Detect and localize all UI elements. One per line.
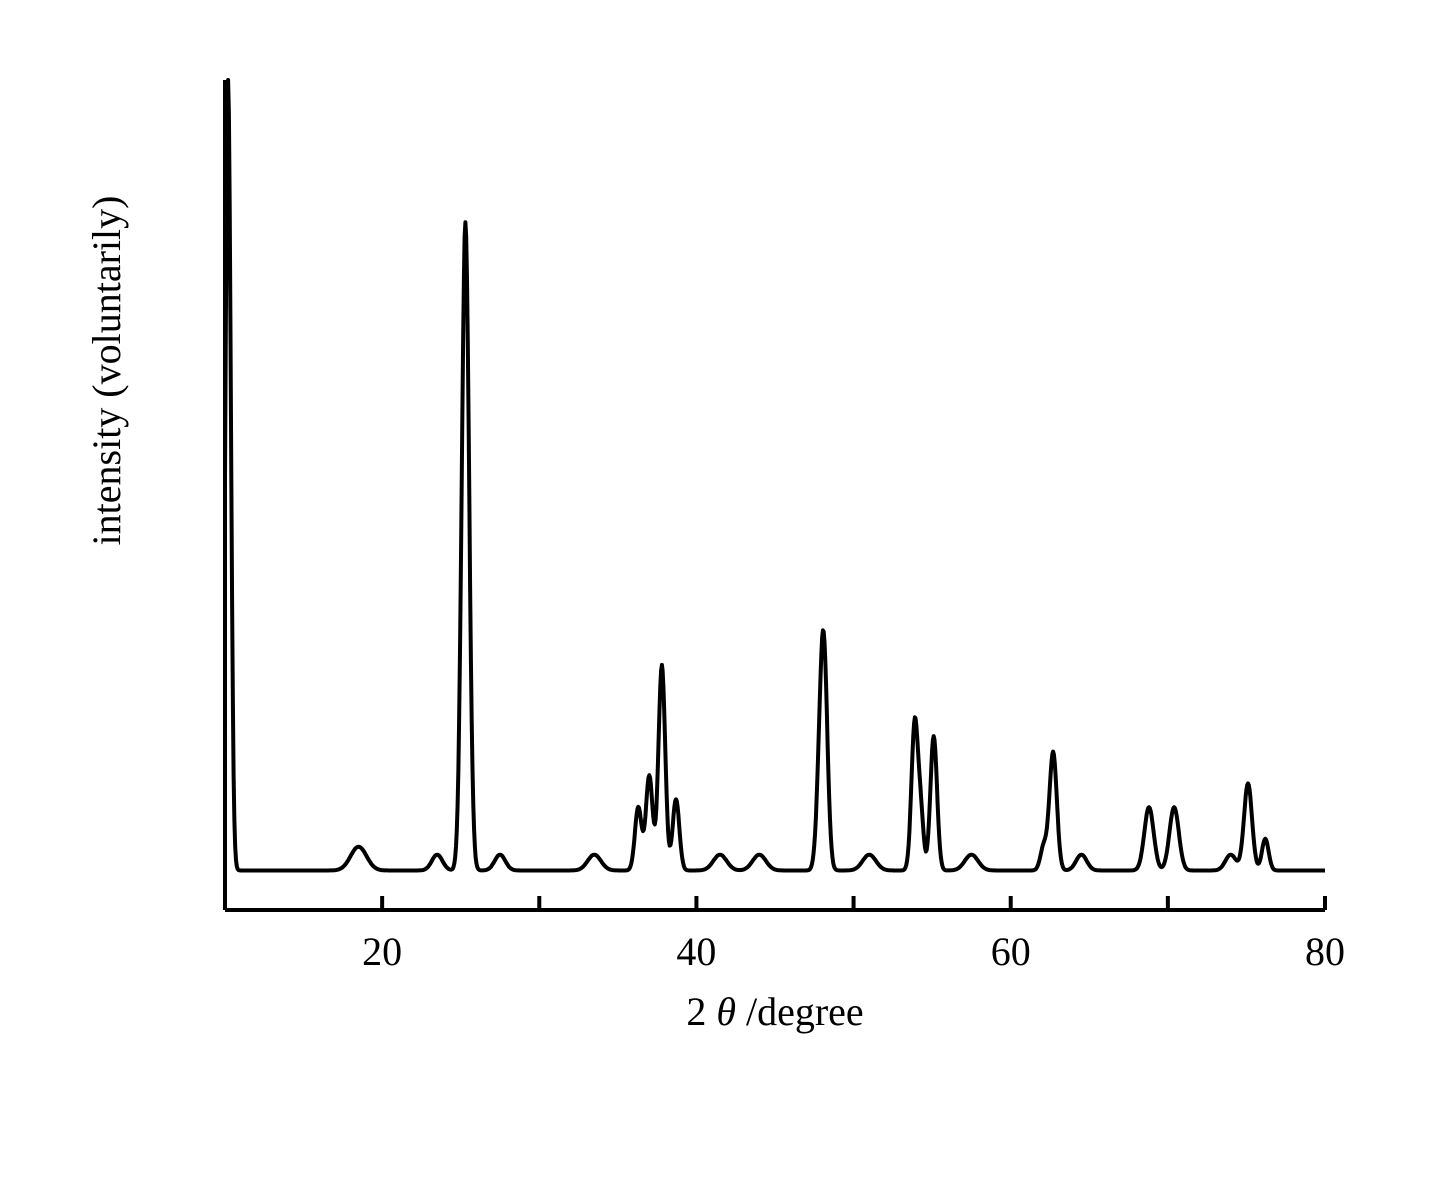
x-tick-label: 40 [676,929,716,974]
x-tick-label: 80 [1305,929,1345,974]
x-tick-label: 20 [362,929,402,974]
chart-svg: 20 40 60 80 2 θ /degree intensity (voluntaril… [20,20,1448,1161]
x-axis-label: 2 θ /degree [686,989,863,1034]
x-tick-label: 60 [991,929,1031,974]
y-axis-label: intensity (voluntarily) [84,196,129,546]
xrd-chart: 20 40 60 80 2 θ /degree intensity (voluntaril… [20,20,1448,1161]
